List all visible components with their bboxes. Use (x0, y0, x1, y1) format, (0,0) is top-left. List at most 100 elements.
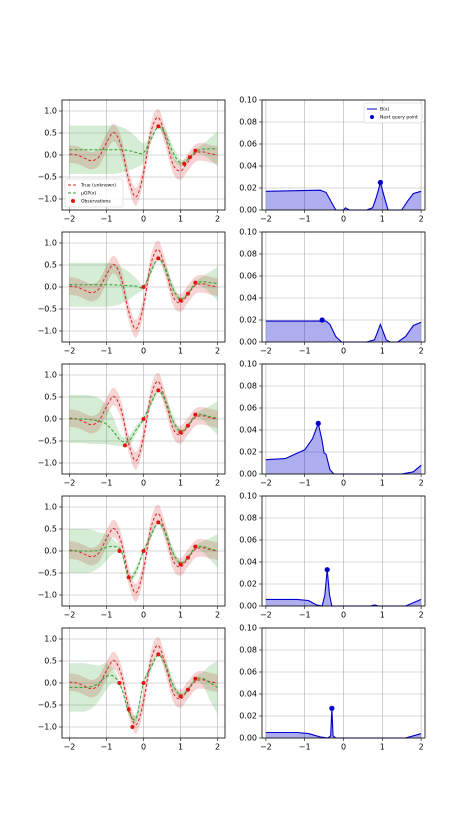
subplot: −2 −1 0 1 2 0.00 0.02 0.04 0.06 0.08 0.10 (239, 492, 426, 620)
observation (141, 417, 146, 421)
line (69, 258, 218, 300)
y-tick-label: 0.02 (239, 316, 257, 325)
subplot: −2 −1 0 1 2 0.00 0.02 0.04 0.06 0.08 0.10 B(x) Next … (239, 96, 426, 224)
line (69, 390, 218, 443)
x-tick-label: −2 (64, 347, 76, 356)
observation (117, 549, 122, 553)
observation (185, 687, 190, 692)
y-tick-label: 1.0 (44, 107, 57, 116)
observation (141, 681, 146, 685)
line (69, 645, 218, 726)
observation (178, 562, 183, 567)
y-tick-label: 1.0 (44, 503, 57, 512)
legend-swatch (71, 199, 75, 203)
y-tick-label: 0.04 (239, 162, 257, 171)
observation (117, 681, 122, 685)
line (69, 513, 218, 594)
query-point (324, 567, 330, 573)
x-tick-label: 0 (341, 611, 346, 620)
legend-label: μGP(x) (81, 191, 96, 197)
subplot: −2 −1 0 1 2 0.00 0.02 0.04 0.06 0.08 0.10 (239, 624, 426, 752)
x-tick-label: 0 (141, 347, 146, 356)
area (265, 321, 422, 342)
y-tick-label: 0.00 (239, 602, 257, 611)
observation (126, 707, 131, 712)
observation (193, 544, 198, 549)
x-tick-label: −1 (299, 479, 311, 488)
observation (182, 161, 187, 166)
x-tick-label: −2 (260, 347, 272, 356)
y-tick-label: 0.0 (44, 151, 57, 160)
query-point (377, 179, 383, 186)
observation (185, 555, 190, 560)
legend-box (64, 178, 124, 208)
y-tick-label: −0.5 (38, 437, 57, 446)
observation (156, 520, 161, 525)
y-tick-label: 0.08 (239, 250, 257, 259)
subplot: −2 −1 0 1 2 0.00 0.02 0.04 0.06 0.08 0.10 (239, 360, 426, 488)
y-tick-label: −0.5 (38, 173, 57, 182)
legend-label: Observations (81, 199, 111, 205)
x-tick-label: −1 (299, 215, 311, 224)
x-tick-label: −1 (101, 743, 113, 752)
x-tick-label: 1 (380, 743, 385, 752)
observation (185, 291, 190, 296)
x-tick-label: 0 (341, 215, 346, 224)
legend-label: B(x) (380, 107, 390, 113)
legend-box (363, 102, 423, 124)
y-tick-label: −1.0 (38, 195, 57, 204)
x-tick-label: −2 (64, 743, 76, 752)
legend-label: Next query point (380, 115, 418, 121)
observation (185, 423, 190, 428)
x-tick-label: 2 (215, 479, 220, 488)
y-tick-label: 0.06 (239, 272, 257, 281)
legend-label: True (unknown) (80, 183, 116, 189)
y-tick-label: 0.06 (239, 536, 257, 545)
x-tick-label: 0 (141, 215, 146, 224)
line (69, 117, 218, 198)
x-tick-label: 1 (380, 479, 385, 488)
observation (187, 155, 192, 160)
area (265, 182, 422, 210)
x-tick-label: −1 (299, 743, 311, 752)
x-tick-label: 2 (215, 215, 220, 224)
query-point (329, 705, 335, 711)
axes-frame (261, 495, 426, 607)
observation (193, 676, 198, 681)
x-tick-label: −2 (260, 743, 272, 752)
x-tick-label: 0 (141, 743, 146, 752)
y-tick-label: 1.0 (44, 635, 57, 644)
y-tick-label: −1.0 (38, 327, 57, 336)
x-tick-label: −1 (299, 611, 311, 620)
y-tick-label: 0.06 (239, 668, 257, 677)
y-tick-label: 0.04 (239, 294, 257, 303)
y-tick-label: 0.08 (239, 382, 257, 391)
legend: True (unknown) μGP(x) Observations (64, 178, 124, 208)
observation (156, 124, 161, 129)
x-tick-label: −1 (101, 479, 113, 488)
line (69, 249, 218, 330)
observation (193, 280, 198, 285)
y-tick-label: 0.10 (239, 492, 257, 501)
axes-frame (61, 363, 226, 475)
axes-frame (261, 99, 426, 211)
subplot: −2 −1 0 1 2 0.00 0.02 0.04 0.06 0.08 0.10 (239, 228, 426, 356)
x-tick-label: 2 (419, 611, 424, 620)
x-tick-label: 0 (341, 347, 346, 356)
y-tick-label: 0.08 (239, 514, 257, 523)
x-tick-label: −1 (101, 347, 113, 356)
line (69, 381, 218, 462)
line (265, 320, 422, 343)
x-tick-label: −1 (299, 347, 311, 356)
y-tick-label: −0.5 (38, 701, 57, 710)
y-tick-label: 0.04 (239, 426, 257, 435)
y-tick-label: 0.10 (239, 96, 257, 105)
line (69, 522, 218, 579)
x-tick-label: 0 (341, 743, 346, 752)
area (265, 423, 422, 474)
y-tick-label: 0.0 (44, 679, 57, 688)
x-tick-label: 0 (141, 479, 146, 488)
x-tick-label: 0 (341, 479, 346, 488)
observation (156, 256, 161, 261)
